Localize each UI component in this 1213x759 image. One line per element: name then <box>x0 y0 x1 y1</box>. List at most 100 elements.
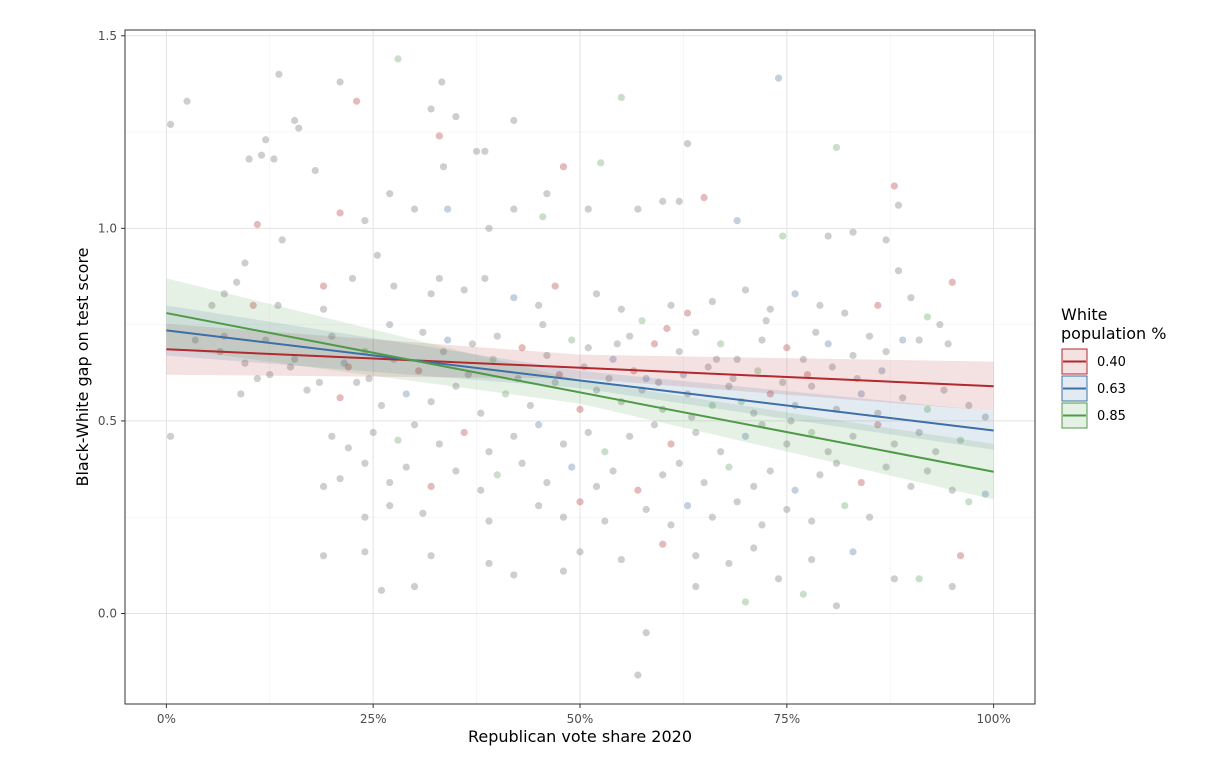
scatter-point <box>659 197 667 205</box>
scatter-point <box>824 232 832 240</box>
scatter-point <box>750 544 758 552</box>
scatter-point <box>874 301 882 309</box>
scatter-point <box>427 552 435 560</box>
scatter-point <box>415 367 423 375</box>
scatter-point <box>824 340 832 348</box>
scatter-point <box>576 405 584 413</box>
scatter-point <box>890 575 898 583</box>
scatter-point <box>626 332 634 340</box>
scatter-point <box>704 363 712 371</box>
scatter-point <box>452 382 460 390</box>
scatter-point <box>708 401 716 410</box>
legend: White population % 0.40 0.63 0.85 <box>1061 305 1166 429</box>
scatter-point <box>936 321 944 329</box>
scatter-point <box>787 417 795 425</box>
scatter-point <box>882 236 890 244</box>
y-tick-label: 1.0 <box>98 221 117 235</box>
scatter-point <box>241 259 249 267</box>
scatter-point <box>692 328 700 336</box>
scatter-point <box>336 394 344 402</box>
scatter-point <box>948 582 956 591</box>
scatter-point <box>262 136 270 144</box>
scatter-point <box>758 521 766 529</box>
scatter-point <box>965 401 973 410</box>
scatter-point <box>642 629 650 637</box>
y-tick-label: 0.0 <box>98 606 117 620</box>
legend-label-0.85: 0.85 <box>1097 409 1126 424</box>
scatter-point <box>692 582 700 591</box>
scatter-point <box>535 301 543 309</box>
scatter-point <box>386 478 394 487</box>
scatter-point <box>535 421 543 429</box>
scatter-point <box>584 205 592 213</box>
scatter-point <box>642 374 650 383</box>
scatter-point <box>683 309 692 317</box>
x-tick-label: 0% <box>157 712 176 726</box>
scatter-point <box>551 282 559 290</box>
scatter-point <box>348 274 357 283</box>
scatter-point <box>303 386 311 394</box>
scatter-point <box>501 390 510 398</box>
scatter-point <box>419 328 427 336</box>
scatter-point <box>485 559 493 568</box>
scatter-point <box>435 440 443 448</box>
scatter-point <box>270 155 278 163</box>
scatter-point <box>894 267 903 275</box>
legend-label-0.40: 0.40 <box>1097 355 1126 370</box>
y-tick-label: 1.5 <box>98 29 117 43</box>
scatter-point <box>419 509 427 517</box>
scatter-point <box>849 432 857 440</box>
scatter-point <box>667 301 675 309</box>
scatter-point <box>882 463 890 471</box>
scatter-point <box>762 317 770 325</box>
scatter-point <box>683 502 692 510</box>
scatter-point <box>373 251 381 259</box>
scatter-point <box>386 190 394 198</box>
scatter-point <box>555 371 563 379</box>
scatter-point <box>754 367 762 375</box>
scatter-point <box>592 482 601 490</box>
scatter-point <box>481 147 489 155</box>
scatter-point <box>700 478 708 487</box>
scatter-point <box>766 390 774 398</box>
scatter-point <box>435 132 443 140</box>
scatter-point <box>808 382 816 390</box>
scatter-point <box>857 390 865 398</box>
scatter-point <box>779 232 787 240</box>
regression-lines <box>166 312 994 473</box>
x-tick-label: 100% <box>976 712 1010 726</box>
scatter-point <box>319 305 328 313</box>
scatter-point <box>799 355 807 363</box>
x-axis-title: Republican vote share 2020 <box>468 727 692 746</box>
scatter-point <box>576 498 584 506</box>
scatter-point <box>290 355 299 363</box>
scatter-point <box>295 124 303 132</box>
scatter-point <box>539 321 547 329</box>
x-tick-label: 75% <box>773 712 800 726</box>
scatter-point <box>220 290 228 298</box>
scatter-point <box>435 274 443 283</box>
scatter-point <box>410 582 419 591</box>
scatter-point <box>535 502 543 510</box>
axis-tick-labels: 0% 25% 50% 75% 100% 0.0 0.5 1.0 1.5 <box>98 29 1011 726</box>
x-tick-label: 25% <box>360 712 387 726</box>
scatter-point <box>241 359 249 367</box>
scatter-point <box>592 386 601 394</box>
scatter-point <box>369 428 377 437</box>
scatter-point <box>328 432 336 440</box>
scatter-point <box>485 224 493 232</box>
scatter-point <box>642 505 650 514</box>
scatter-point <box>890 440 898 448</box>
scatter-point <box>315 378 324 387</box>
scatter-point <box>510 571 518 579</box>
scatter-point <box>841 502 849 510</box>
scatter-point <box>733 355 741 363</box>
scatter-point <box>336 475 344 483</box>
scatter-point <box>915 336 923 344</box>
scatter-point <box>568 463 576 471</box>
scatter-point <box>278 236 286 244</box>
scatter-point <box>874 409 882 417</box>
scatter-point <box>783 505 791 514</box>
